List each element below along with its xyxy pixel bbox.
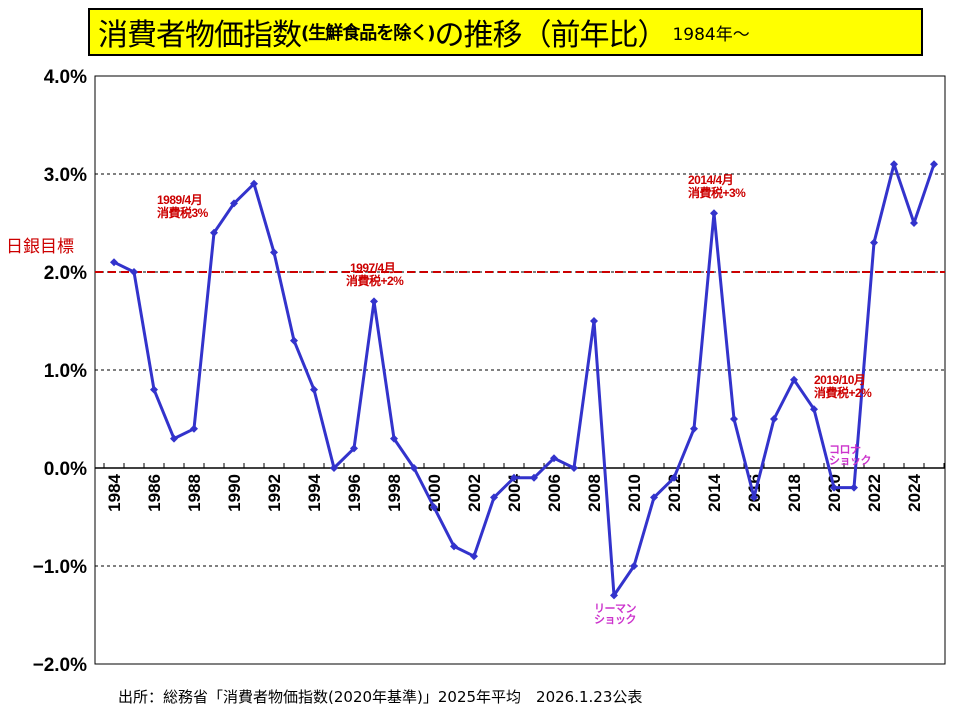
data-point-2025 [930, 160, 938, 169]
title-main-a: 消費者物価指数 [98, 18, 302, 53]
data-point-2010 [630, 562, 638, 570]
annotation-2014: 2014/4月 消費税+3% [688, 173, 746, 200]
x-tick-label: 1998 [385, 474, 404, 512]
annotation-text: リーマン [594, 603, 637, 615]
data-point-2024 [910, 219, 918, 227]
annotation-1989: 1989/4月 消費税3% [157, 194, 208, 220]
x-tick-label: 2022 [865, 474, 884, 512]
data-point-2023 [890, 160, 898, 169]
data-point-1995 [330, 464, 338, 472]
x-tick-label: 2010 [625, 474, 644, 512]
x-tick-label: 1996 [345, 474, 364, 512]
data-point-2000 [430, 503, 438, 512]
x-tick-label: 2006 [545, 474, 564, 512]
data-point-1992 [270, 248, 278, 257]
x-tick-label: 2024 [905, 473, 924, 511]
data-point-2008 [590, 317, 598, 325]
data-point-2011 [650, 493, 658, 502]
x-tick-label: 1992 [265, 474, 284, 512]
x-tick-label: 2014 [705, 473, 724, 511]
y-tick-label: 1.0% [44, 361, 87, 382]
data-point-2014 [710, 209, 718, 218]
x-tick-label: 1984 [105, 473, 124, 511]
data-point-1998 [390, 434, 398, 443]
data-point-2012 [670, 473, 678, 482]
data-point-1990 [230, 199, 238, 208]
annotation-text: 1989/4月 [157, 193, 203, 207]
title-since: 1984年～ [672, 24, 750, 45]
data-point-1997 [370, 297, 378, 306]
data-point-1985 [130, 268, 138, 276]
annotation-text: ショック [594, 614, 637, 626]
chart-title: 消費者物価指数 (生鮮食品を除く) の推移（前年比） 1984年～ [88, 8, 923, 56]
target-label: 日銀目標 [6, 237, 74, 257]
cpi-series-line [113, 162, 936, 597]
data-point-1988 [190, 424, 198, 433]
data-point-2006 [550, 454, 558, 463]
x-tick-label: 2002 [465, 474, 484, 512]
annotation-text: 2019/10月 [814, 373, 866, 387]
annotation-text: 消費税3% [157, 206, 208, 220]
annotation-corona: コロナ ショック [829, 444, 872, 467]
y-tick-label: −2.0% [33, 655, 88, 676]
annotation-text: コロナ [829, 444, 861, 456]
data-point-1991 [250, 179, 258, 188]
data-point-2019 [810, 405, 818, 414]
data-point-2015 [730, 415, 738, 423]
data-point-1993 [290, 336, 298, 345]
annotation-text: 消費税+2% [814, 386, 872, 400]
data-point-1989 [210, 228, 218, 237]
annotation-1997: 1997/4月 消費税+2% [346, 261, 404, 288]
title-main-b: (生鮮食品を除く) [301, 23, 435, 44]
title-main-c: の推移（前年比） [434, 18, 667, 53]
annotation-text: 消費税+3% [688, 186, 746, 200]
y-tick-label: 2.0% [44, 263, 87, 284]
data-point-2018 [790, 375, 798, 384]
annotation-text: 消費税+2% [346, 274, 404, 288]
source-note: 出所：総務省「消費者物価指数(2020年基準)」2025年平均 2026.1.2… [118, 688, 643, 706]
annotation-lehman: リーマン ショック [594, 603, 637, 626]
data-point-2017 [770, 415, 778, 423]
x-tick-label: 1988 [185, 474, 204, 512]
data-point-2007 [570, 464, 578, 472]
annotation-2019: 2019/10月 消費税+2% [814, 373, 872, 400]
data-point-2009 [610, 591, 618, 600]
y-tick-label: 4.0% [44, 67, 87, 88]
x-tick-label: 2018 [785, 474, 804, 512]
x-tick-label: 2020 [825, 474, 844, 512]
y-tick-label: −1.0% [33, 557, 88, 578]
x-tick-label: 1994 [305, 473, 324, 511]
data-point-2004 [510, 473, 518, 482]
annotation-text: ショック [829, 455, 872, 467]
data-point-2003 [490, 493, 498, 502]
annotation-text: 2014/4月 [688, 173, 734, 187]
data-point-1994 [310, 385, 318, 394]
data-point-1996 [350, 444, 358, 453]
y-tick-label: 3.0% [44, 165, 87, 186]
data-point-1986 [150, 385, 158, 394]
data-point-2005 [530, 473, 538, 482]
x-tick-label: 1990 [225, 474, 244, 512]
data-point-2016 [750, 493, 758, 502]
data-point-1999 [410, 464, 418, 472]
data-point-1984 [110, 258, 118, 267]
data-point-2021 [850, 483, 858, 492]
data-point-2002 [470, 552, 478, 561]
data-point-2001 [450, 542, 458, 551]
x-tick-label: 2000 [425, 474, 444, 512]
x-tick-label: 2008 [585, 474, 604, 512]
y-tick-label: 0.0% [44, 459, 87, 480]
annotation-text: 1997/4月 [350, 261, 396, 275]
data-point-2013 [690, 424, 698, 433]
data-point-2020 [830, 483, 838, 492]
data-point-1987 [170, 434, 178, 443]
x-tick-label: 1986 [145, 474, 164, 512]
data-point-2022 [870, 238, 878, 247]
